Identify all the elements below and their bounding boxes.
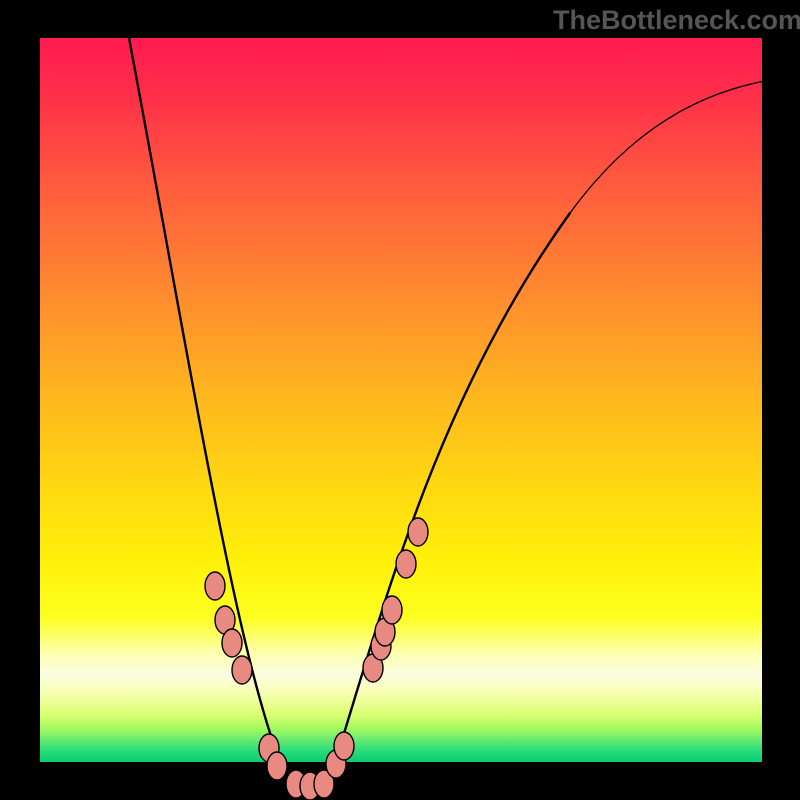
data-marker (396, 550, 416, 578)
chart-container: TheBottleneck.com (0, 0, 800, 800)
watermark-text: TheBottleneck.com (553, 5, 800, 36)
data-marker (334, 732, 354, 760)
data-marker (382, 596, 402, 624)
plot-area (40, 38, 762, 762)
data-marker (408, 518, 428, 546)
curve-path (129, 38, 287, 778)
data-marker (232, 656, 252, 684)
data-marker (222, 629, 242, 657)
data-marker (267, 752, 287, 780)
curves-layer (40, 38, 762, 762)
curve-path (330, 213, 570, 778)
data-marker (205, 572, 225, 600)
curve-path (570, 76, 800, 213)
